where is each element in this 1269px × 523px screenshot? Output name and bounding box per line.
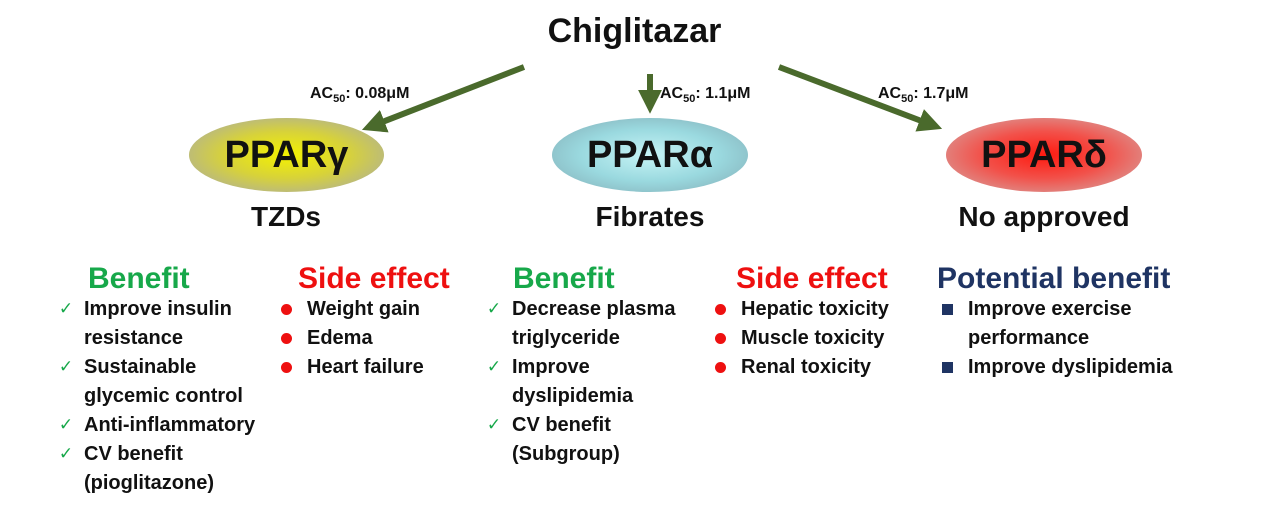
benefit-heading-alpha: Benefit: [513, 262, 615, 295]
list-item: Edema: [279, 324, 479, 353]
checkmark-icon: ✓: [486, 415, 502, 435]
drug-class-alpha: Fibrates: [595, 201, 705, 232]
side-effect-heading-gamma: Side effect: [298, 262, 450, 295]
side-effect-heading-alpha: Side effect: [736, 262, 888, 295]
list-item: Improve exercise performance: [940, 295, 1210, 353]
ac50-label-alpha: AC50: 1.1μM: [660, 85, 751, 106]
list-item: Heart failure: [279, 353, 479, 382]
list-item: Improve dyslipidemia: [940, 353, 1210, 382]
side-effect-list-alpha: Hepatic toxicity Muscle toxicity Renal t…: [713, 295, 923, 382]
drug-class-delta: No approved: [958, 201, 1130, 232]
list-item: Muscle toxicity: [713, 324, 923, 353]
navy-square-icon: [942, 304, 953, 315]
side-effect-list-gamma: Weight gain Edema Heart failure: [279, 295, 479, 382]
benefit-heading-gamma: Benefit: [88, 262, 190, 295]
benefit-list-gamma: ✓ Improve insulin resistance ✓ Sustainable…: [56, 295, 286, 498]
arrow-to-ppar-delta: [777, 64, 943, 132]
list-item: ✓ Anti-inflammatory: [56, 411, 286, 440]
checkmark-icon: ✓: [486, 357, 502, 377]
potential-benefit-list-delta: Improve exercise performance Improve dys…: [940, 295, 1210, 382]
ppar-alpha-label: PPARα: [586, 133, 714, 176]
list-item: ✓ Decrease plasma triglyceride: [484, 295, 704, 353]
checkmark-icon: ✓: [58, 299, 74, 319]
list-item: Renal toxicity: [713, 353, 923, 382]
ppar-delta-label: PPARδ: [981, 133, 1107, 176]
checkmark-icon: ✓: [486, 299, 502, 319]
ppar-gamma-node: PPARγ: [189, 118, 384, 192]
ppar-gamma-label: PPARγ: [224, 133, 349, 176]
red-dot-icon: [281, 304, 292, 315]
drug-class-gamma: TZDs: [251, 201, 321, 232]
list-item: Hepatic toxicity: [713, 295, 923, 324]
benefit-list-alpha: ✓ Decrease plasma triglyceride ✓ Improve d…: [484, 295, 704, 469]
diagram-title: Chiglitazar: [547, 12, 722, 50]
list-item: ✓ CV benefit (Subgroup): [484, 411, 704, 469]
navy-square-icon: [942, 362, 953, 373]
ac50-label-delta: AC50: 1.7μM: [878, 85, 969, 106]
ppar-delta-node: PPARδ: [946, 118, 1142, 192]
list-item: ✓ Improve insulin resistance: [56, 295, 286, 353]
potential-benefit-heading-delta: Potential benefit: [937, 262, 1171, 295]
checkmark-icon: ✓: [58, 444, 74, 464]
red-dot-icon: [715, 304, 726, 315]
ppar-alpha-node: PPARα: [552, 118, 748, 192]
list-item: Weight gain: [279, 295, 479, 324]
red-dot-icon: [281, 333, 292, 344]
red-dot-icon: [715, 333, 726, 344]
list-item: ✓ Sustainable glycemic control: [56, 353, 286, 411]
ac50-label-gamma: AC50: 0.08μM: [310, 85, 410, 106]
checkmark-icon: ✓: [58, 357, 74, 377]
checkmark-icon: ✓: [58, 415, 74, 435]
list-item: ✓ CV benefit (pioglitazone): [56, 440, 286, 498]
red-dot-icon: [281, 362, 292, 373]
arrow-to-ppar-gamma: [361, 64, 526, 133]
list-item: ✓ Improve dyslipidemia: [484, 353, 704, 411]
red-dot-icon: [715, 362, 726, 373]
